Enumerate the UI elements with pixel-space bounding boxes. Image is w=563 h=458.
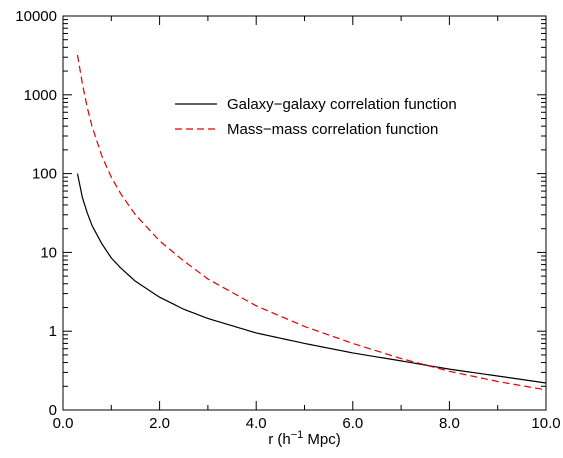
y-tick-label: 10000 <box>15 8 57 25</box>
x-tick-label: 8.0 <box>439 415 460 432</box>
legend-label: Galaxy−galaxy correlation function <box>227 96 457 113</box>
plot-area: 0 1 10 100 1000 10000 0.0 2.0 4.0 6.0 8.0 10.0 <box>15 8 560 432</box>
mass-mass-series-line <box>76 54 547 391</box>
x-tick-label: 10.0 <box>531 415 560 432</box>
series-layer <box>76 54 547 391</box>
galaxy-galaxy-series-line <box>76 173 547 384</box>
x-axis-title-superscript: −1 <box>291 429 304 441</box>
y-tick-label: 100 <box>32 166 57 183</box>
x-axis-title-tail: Mpc) <box>303 431 341 448</box>
x-tick-label: 6.0 <box>342 415 363 432</box>
y-axis: 0 1 10 100 1000 10000 <box>15 8 546 419</box>
plot-frame <box>62 15 547 411</box>
y-tick-label: 10 <box>40 244 57 261</box>
x-tick-label: 4.0 <box>246 415 267 432</box>
x-axis-title-main: r (h <box>268 431 291 448</box>
y-tick-label: 1 <box>49 323 57 340</box>
x-axis-title: r (h−1 Mpc) <box>268 429 341 448</box>
x-tick-label: 0.0 <box>53 415 74 432</box>
legend: Galaxy−galaxy correlation function Mass−m… <box>175 96 457 138</box>
legend-label: Mass−mass correlation function <box>227 121 438 138</box>
x-axis: 0.0 2.0 4.0 6.0 8.0 10.0 <box>53 16 561 432</box>
y-tick-label: 1000 <box>24 87 57 104</box>
x-tick-label: 2.0 <box>149 415 170 432</box>
y-tick-label: 0 <box>49 402 57 419</box>
